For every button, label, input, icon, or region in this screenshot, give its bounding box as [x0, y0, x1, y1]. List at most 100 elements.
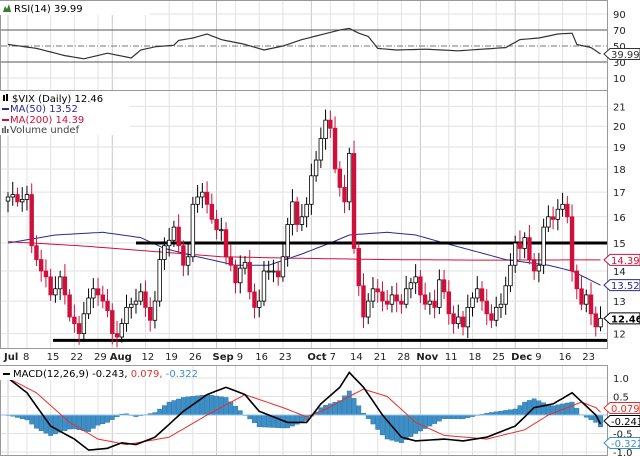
candle-body — [337, 168, 342, 188]
rsi-chart-icon — [3, 4, 11, 12]
x-tick-label: Dec — [511, 352, 532, 363]
candle-body — [503, 285, 508, 305]
macd-histogram-bar — [252, 414, 257, 424]
candle-body — [242, 262, 248, 269]
macd-histogram-bar — [157, 408, 163, 416]
macd-histogram-bar — [436, 414, 442, 422]
price-series — [5, 109, 607, 348]
macd-histogram-bar — [427, 414, 433, 427]
candle-body — [494, 306, 499, 321]
candle-body — [446, 291, 452, 315]
macd-value-badge: -0.243 — [611, 417, 640, 428]
candle-body — [399, 300, 404, 305]
axis-labels: Jul 8 15 22 29 Aug 12 19 26 Sep 9 16 23 Oct 7 14 21 28 Nov… — [3, 10, 633, 456]
candle-body — [347, 153, 352, 203]
macd-histogram-bar — [81, 414, 87, 431]
rsi-tick-label: 50 — [613, 42, 626, 53]
ma200-legend-swatch — [2, 119, 9, 121]
candle-body — [57, 276, 63, 290]
candle-body — [214, 218, 219, 231]
candle-body — [370, 288, 376, 302]
macd-histogram-bar — [109, 414, 115, 420]
candlestick-icon — [3, 94, 8, 101]
candle-body — [105, 300, 110, 311]
macd-histogram-bar — [95, 414, 101, 426]
candle-body — [313, 159, 319, 177]
price-tick-label: 12 — [613, 330, 626, 341]
candle-body — [366, 300, 371, 318]
candle-body — [517, 242, 523, 249]
ma50-line — [7, 231, 601, 286]
macd-histogram-bar — [19, 414, 25, 419]
macd-histogram-bar — [517, 405, 523, 416]
macd-histogram-bar — [512, 408, 518, 416]
x-tick-label: 28 — [397, 352, 410, 363]
price-tick-label: 17 — [613, 188, 626, 199]
x-tick-label: 12 — [141, 352, 154, 363]
macd-histogram-bar — [545, 404, 551, 416]
macd-histogram-bar — [237, 410, 243, 416]
candle-body — [550, 216, 556, 220]
candle-body — [465, 306, 470, 328]
candle-body — [266, 270, 271, 273]
price-tick-label: 21 — [613, 102, 626, 113]
ma50-value-badge: 13.52 — [611, 281, 640, 292]
x-tick-label: 11 — [445, 352, 458, 363]
rsi-value-badge: 39.99 — [611, 50, 640, 61]
candle-body — [328, 119, 333, 129]
macd-histogram-bar — [228, 401, 234, 416]
candle-body — [432, 300, 437, 308]
macd-tick-label: 1.0 — [613, 374, 629, 385]
rsi-tick-label: 30 — [613, 58, 626, 69]
x-tick-label: 23 — [279, 352, 292, 363]
macd-histogram-bar — [34, 414, 39, 429]
x-tick-label: 9 — [237, 352, 243, 363]
price-label: $VIX (Daily) 12.46 — [12, 94, 103, 105]
rsi-tick-label: 70 — [613, 26, 626, 37]
candle-body — [72, 316, 77, 324]
candle-body — [209, 203, 215, 220]
candle-body — [143, 291, 148, 308]
macd-histogram-bar — [455, 414, 461, 420]
macd-histogram-bar — [460, 414, 466, 420]
macd-histogram-bar — [522, 401, 528, 416]
x-tick-label: Oct — [307, 352, 326, 363]
candle-body — [546, 216, 551, 228]
macd-histogram-bar — [351, 398, 357, 416]
macd-histogram-bar — [53, 414, 58, 435]
macd-histogram-bar — [417, 414, 423, 432]
volume-bars-icon — [2, 126, 9, 133]
macd-histogram-bar — [71, 414, 77, 430]
candle-body — [181, 245, 186, 266]
price-tick-label: 18 — [613, 165, 626, 176]
macd-hist-badge-box — [603, 437, 640, 449]
candle-body — [356, 248, 361, 287]
macd-histogram-bar — [275, 414, 281, 428]
candle-body — [294, 201, 300, 225]
candle-body — [86, 297, 91, 315]
macd-histogram-bar — [432, 414, 437, 424]
candle-body — [479, 288, 485, 302]
candle-body — [190, 203, 196, 258]
candle-body — [261, 270, 267, 302]
candle-body — [204, 191, 210, 205]
candle-body — [133, 300, 139, 305]
macd-histogram-bar — [24, 414, 30, 421]
price-tick-label: 20 — [613, 122, 626, 133]
candle-body — [422, 294, 428, 305]
candle-body — [43, 270, 49, 278]
candle-body — [20, 199, 25, 203]
candle-body — [95, 288, 101, 296]
macd-histogram-bar — [176, 398, 182, 416]
candle-body — [541, 226, 546, 266]
x-tick-label: 14 — [350, 352, 363, 363]
macd-histogram-bar — [446, 414, 452, 419]
candle-body — [100, 294, 105, 302]
x-tick-label: 8 — [23, 352, 29, 363]
candle-body — [252, 291, 257, 308]
candle-body — [484, 300, 489, 315]
price-value-badge: 12.46 — [611, 314, 640, 325]
rsi-series — [7, 27, 601, 60]
candle-body — [323, 119, 328, 139]
macd-histogram-bar — [214, 395, 219, 416]
